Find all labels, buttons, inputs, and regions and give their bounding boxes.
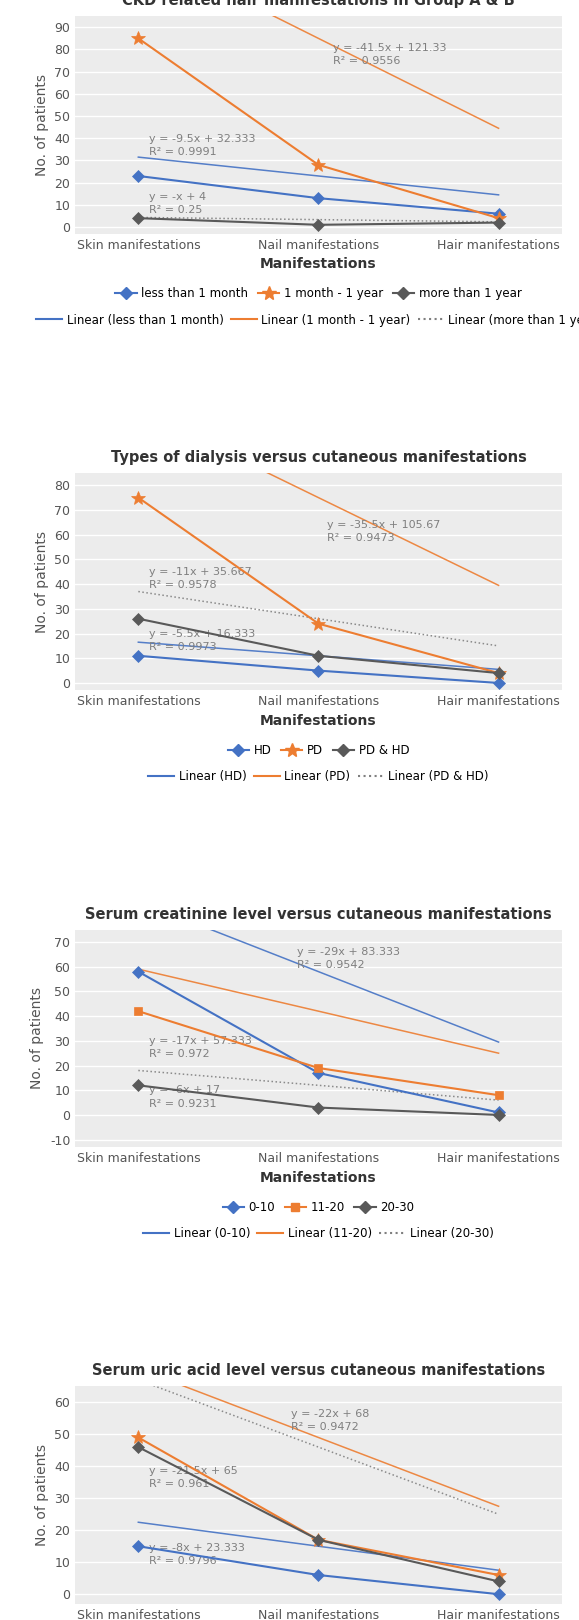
PD [135,488,142,507]
Legend: Linear (HD), Linear (PD), Linear (PD & HD): Linear (HD), Linear (PD), Linear (PD & H… [148,770,489,782]
X-axis label: Manifestations: Manifestations [260,714,377,727]
20-30 [135,1076,142,1095]
Less than 100 [495,1584,502,1604]
0-10 [315,1063,322,1082]
HD [315,661,322,680]
1 month - 1 year [315,156,322,175]
Text: y = -9.5x + 32.333
R² = 0.9991: y = -9.5x + 32.333 R² = 0.9991 [149,134,255,157]
Less than 100 [315,1565,322,1584]
Line: 1 month - 1 year: 1 month - 1 year [131,31,505,225]
11-20 [315,1058,322,1077]
X-axis label: Manifestations: Manifestations [260,1171,377,1184]
20-30 [315,1098,322,1118]
Line: Less than 100: Less than 100 [134,1542,503,1599]
PD & HD [315,646,322,666]
100-200 [495,1565,502,1584]
Less than 100 [135,1536,142,1555]
less than 1 month [315,188,322,207]
more than 1 year [135,209,142,228]
Text: y = -41.5x + 121.33
R² = 0.9556: y = -41.5x + 121.33 R² = 0.9556 [333,42,446,66]
20-30 [495,1105,502,1124]
Text: y = -6x + 17
R² = 0.9231: y = -6x + 17 R² = 0.9231 [149,1085,220,1108]
Text: y = -11x + 35.667
R² = 0.9578: y = -11x + 35.667 R² = 0.9578 [149,567,252,590]
Title: Serum creatinine level versus cutaneous manifestations: Serum creatinine level versus cutaneous … [85,907,552,922]
Text: y = -29x + 83.333
R² = 0.9542: y = -29x + 83.333 R² = 0.9542 [297,948,400,970]
Line: Above 200: Above 200 [134,1443,503,1586]
Line: 100-200: 100-200 [131,1430,505,1583]
Line: more than 1 year: more than 1 year [134,214,503,228]
X-axis label: Manifestations: Manifestations [260,258,377,271]
Y-axis label: No. of patients: No. of patients [35,1443,49,1545]
Above 200 [315,1531,322,1550]
0-10 [495,1103,502,1123]
more than 1 year [315,215,322,235]
100-200 [315,1531,322,1550]
PD & HD [495,663,502,682]
Y-axis label: No. of patients: No. of patients [35,75,49,177]
Text: y = -21.5x + 65
R² = 0.961: y = -21.5x + 65 R² = 0.961 [149,1466,238,1489]
Line: PD: PD [131,491,505,680]
Text: y = -35.5x + 105.67
R² = 0.9473: y = -35.5x + 105.67 R² = 0.9473 [328,520,441,543]
1 month - 1 year [135,29,142,49]
PD [495,663,502,682]
Line: PD & HD: PD & HD [134,614,503,677]
Text: y = -22x + 68
R² = 0.9472: y = -22x + 68 R² = 0.9472 [291,1409,370,1432]
Line: HD: HD [134,651,503,687]
less than 1 month [135,167,142,186]
PD [315,614,322,633]
Text: y = -8x + 23.333
R² = 0.9796: y = -8x + 23.333 R² = 0.9796 [149,1542,245,1567]
1 month - 1 year [495,209,502,228]
Title: Serum uric acid level versus cutaneous manifestations: Serum uric acid level versus cutaneous m… [92,1362,545,1379]
Above 200 [495,1571,502,1591]
Legend: Linear (0-10), Linear (11-20), Linear (20-30): Linear (0-10), Linear (11-20), Linear (2… [143,1226,494,1239]
Line: less than 1 month: less than 1 month [134,172,503,217]
PD & HD [135,609,142,629]
Text: y = -5.5x + 16.333
R² = 0.9973: y = -5.5x + 16.333 R² = 0.9973 [149,629,255,651]
Y-axis label: No. of patients: No. of patients [31,987,45,1089]
Legend: Linear (less than 1 month), Linear (1 month - 1 year), Linear (more than 1 year): Linear (less than 1 month), Linear (1 mo… [36,314,579,327]
Title: Types of dialysis versus cutaneous manifestations: Types of dialysis versus cutaneous manif… [111,450,526,465]
100-200 [135,1427,142,1447]
Text: y = -x + 4
R² = 0.25: y = -x + 4 R² = 0.25 [149,191,206,215]
more than 1 year [495,212,502,232]
Text: y = -17x + 57.333
R² = 0.972: y = -17x + 57.333 R² = 0.972 [149,1035,252,1059]
less than 1 month [495,204,502,224]
HD [135,646,142,666]
11-20 [135,1001,142,1021]
Above 200 [135,1437,142,1456]
Line: 0-10: 0-10 [134,967,503,1116]
Line: 11-20: 11-20 [134,1008,503,1100]
Y-axis label: No. of patients: No. of patients [35,531,49,633]
Title: CKD related hair manifestations in Group A & B: CKD related hair manifestations in Group… [122,0,515,8]
HD [495,674,502,693]
Line: 20-30: 20-30 [134,1081,503,1119]
0-10 [135,962,142,982]
11-20 [495,1085,502,1105]
